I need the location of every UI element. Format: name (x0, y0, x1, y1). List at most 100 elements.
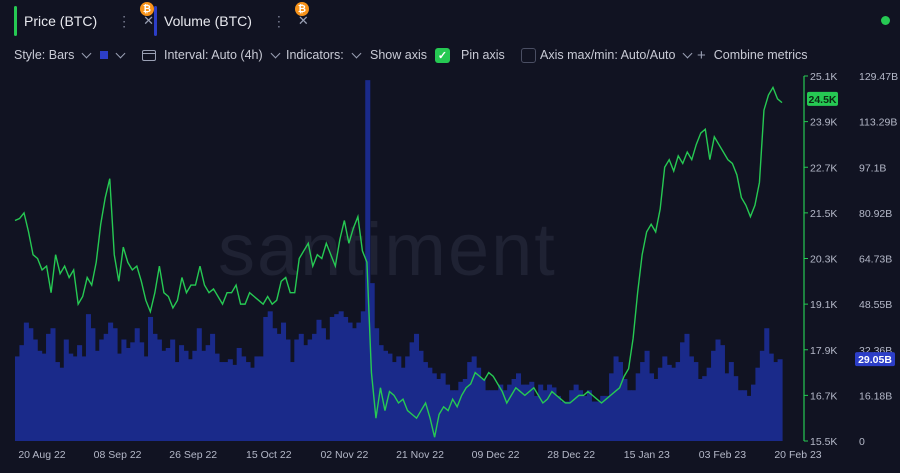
show-axis-checkbox[interactable]: ✓ (434, 47, 450, 63)
volume-tick-label: 129.47B (859, 71, 898, 83)
volume-bar (702, 376, 708, 441)
tab-price-label: Price (BTC) (24, 13, 98, 29)
volume-bar (551, 387, 557, 441)
volume-bar (609, 373, 615, 441)
volume-bar (196, 328, 202, 441)
tab-volume-more-icon[interactable]: ⋮ (271, 12, 286, 29)
volume-bar (524, 384, 530, 441)
axis-maxmin-dropdown[interactable]: Axis max/min: Auto/Auto (540, 44, 693, 66)
chevron-down-icon (115, 48, 126, 58)
volume-bar (54, 362, 60, 441)
price-color-bar (14, 6, 17, 36)
volume-bar (728, 362, 734, 441)
volume-bar (183, 350, 189, 441)
volume-bar (436, 378, 442, 441)
volume-bar (94, 350, 100, 441)
volume-bar (192, 350, 198, 441)
indicators-dropdown[interactable]: Indicators: (286, 44, 362, 66)
volume-bar (688, 356, 694, 441)
color-picker[interactable] (100, 44, 126, 66)
show-axis-toggle[interactable]: Show axis ✓ (370, 44, 450, 66)
volume-tick-label: 64.73B (859, 254, 892, 266)
date-tick-label: 09 Dec 22 (472, 449, 520, 461)
volume-bar (724, 373, 730, 441)
volume-bar (502, 390, 508, 441)
volume-bar (653, 378, 659, 441)
volume-bar (675, 362, 681, 441)
volume-bar (662, 356, 668, 441)
tab-price-more-icon[interactable]: ⋮ (117, 12, 132, 29)
volume-bar (631, 390, 637, 441)
date-tick-label: 20 Feb 23 (774, 449, 821, 461)
price-tick-label: 16.7K (810, 390, 837, 402)
volume-bar (671, 367, 677, 441)
volume-bar (382, 350, 389, 441)
date-tick-label: 02 Nov 22 (320, 449, 368, 461)
volume-bar (254, 356, 260, 441)
volume-axis: 129.47B113.29B97.1B80.92B64.73B48.55B32.… (859, 71, 898, 448)
volume-bar (719, 345, 725, 441)
volume-bar (289, 362, 295, 441)
volume-bar (400, 367, 406, 441)
volume-bar (573, 384, 579, 441)
volume-bar (72, 356, 78, 441)
price-volume-chart[interactable]: santiment 25.1K 23.9K 22.7K 21.5K 20.3K 19.1K… (0, 70, 900, 473)
check-icon: ✓ (437, 49, 448, 62)
volume-bar (112, 328, 118, 441)
current-price-label: 24.5K (808, 94, 836, 106)
volume-bar (396, 356, 402, 441)
volume-bar (81, 356, 87, 441)
volume-tick-label: 97.1B (859, 162, 886, 174)
price-tick-label: 23.9K (810, 117, 837, 129)
volume-bar (635, 373, 641, 441)
volume-bar (520, 384, 526, 441)
tab-price-close-icon[interactable]: ✕ (143, 13, 155, 28)
volume-bar (529, 381, 535, 441)
style-dropdown[interactable]: Style: Bars (14, 44, 92, 66)
volume-bar (480, 378, 486, 441)
interval-label: Interval: Auto (4h) (164, 48, 263, 62)
volume-bar (711, 350, 717, 441)
pin-axis-toggle[interactable]: Pin axis (461, 44, 536, 66)
volume-bar (19, 345, 25, 441)
volume-tick-label: 80.92B (859, 208, 892, 220)
volume-bar (458, 381, 464, 441)
volume-bar (179, 345, 185, 441)
chevron-down-icon (351, 48, 362, 58)
volume-bar (422, 362, 428, 441)
volume-bar (768, 353, 774, 441)
pin-axis-label: Pin axis (461, 48, 505, 62)
volume-bar (187, 359, 193, 441)
volume-bar (560, 401, 566, 441)
volume-bar (365, 80, 371, 441)
volume-bar (622, 378, 628, 441)
volume-bar (130, 342, 136, 441)
volume-bar (427, 367, 433, 441)
date-tick-label: 21 Nov 22 (396, 449, 444, 461)
pin-axis-checkbox[interactable] (520, 47, 536, 63)
volume-bar (312, 333, 318, 441)
volume-bar (507, 384, 513, 441)
volume-bar (210, 333, 216, 441)
volume-bar (85, 314, 91, 441)
volume-bar (165, 347, 171, 441)
volume-bar (498, 384, 504, 441)
volume-color-bar (154, 6, 157, 36)
bitcoin-icon: ₿ (140, 2, 154, 16)
interval-dropdown[interactable]: Interval: Auto (4h) (142, 44, 281, 66)
volume-bar (387, 353, 393, 441)
chevron-down-icon (270, 48, 281, 58)
volume-bar (218, 362, 224, 441)
tab-volume-btc[interactable]: Volume (BTC) ⋮ ✕ (154, 6, 309, 36)
volume-bar (249, 367, 256, 441)
volume-bar (431, 373, 437, 441)
volume-bar (750, 384, 756, 441)
volume-bar (347, 322, 353, 441)
tab-price-btc[interactable]: Price (BTC) ⋮ ✕ (14, 6, 154, 36)
volume-bar (108, 322, 114, 441)
volume-bar (542, 390, 548, 441)
tab-volume-close-icon[interactable]: ✕ (297, 13, 309, 28)
indicators-label: Indicators: (286, 48, 344, 62)
volume-bar (644, 350, 650, 441)
combine-metrics-button[interactable]: + Combine metrics (697, 44, 808, 66)
